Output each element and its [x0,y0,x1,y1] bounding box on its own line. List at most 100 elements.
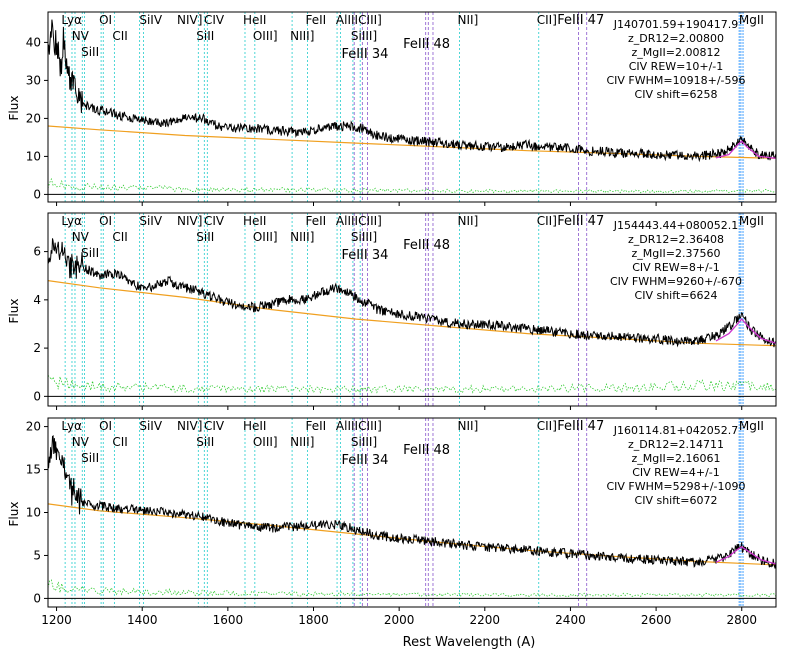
line-label: CII] [537,214,557,228]
line-label: CIII] [358,13,382,27]
annotation-line: CIV shift=6072 [635,494,718,507]
y-tick-label: 5 [33,548,41,562]
annotation-line: z_MgII=2.16061 [632,452,721,465]
line-label: HeII [243,419,266,433]
feiii-label: FeIII 34 [341,453,388,468]
line-label: NIII] [290,29,314,43]
line-label: OIII] [253,230,278,244]
line-label: SiIII] [351,29,377,43]
annotation-line: CIV REW=8+/-1 [632,261,720,274]
line-label: NII] [458,419,479,433]
y-tick-label: 30 [26,73,41,87]
y-tick-label: 0 [33,187,41,201]
line-label: CII [112,29,127,43]
y-tick-label: 2 [33,341,41,355]
y-axis-label-2: Flux [7,299,21,324]
line-label: CII [112,435,127,449]
panel-frame [47,212,777,407]
annotation-line: CIV shift=6624 [635,289,718,302]
x-tick-label: 1600 [213,613,244,627]
annotation-line: J140701.59+190417.9 [613,18,738,31]
error-spectrum [48,579,776,598]
y-tick-label: 6 [33,245,41,259]
y-tick-label: 15 [26,463,41,477]
y-tick-label: 20 [26,111,41,125]
mgii-fit [715,140,776,159]
annotation-line: z_MgII=2.37560 [632,247,721,260]
line-label: Lyα [61,419,82,433]
line-label: CII] [537,419,557,433]
mgii-fit [715,546,776,565]
line-label: CIV [204,214,225,228]
line-label: OI [99,13,112,27]
line-label: HeII [243,13,266,27]
line-label: SiII [196,435,214,449]
y-axis-label-3: Flux [7,502,21,527]
line-label: FeII [306,419,327,433]
annotation-line: CIV FWHM=10918+/-596 [606,74,745,87]
flux-spectrum [48,238,776,348]
y-tick-label: 20 [26,420,41,434]
feiii-label: FeIII 48 [403,37,450,52]
x-tick-label: 2000 [384,613,415,627]
line-label: NIV] [177,214,202,228]
line-label: NII] [458,214,479,228]
line-label: MgII [739,214,764,228]
line-label: NV [72,230,90,244]
line-label: CIV [204,13,225,27]
annotation-line: CIV FWHM=5298+/-1090 [606,480,745,493]
annotation-line: z_DR12=2.00800 [628,32,724,45]
x-tick-label: 2400 [555,613,586,627]
continuum-fit [48,125,776,159]
annotation-line: CIV REW=10+/-1 [629,60,724,73]
annotation-line: z_DR12=2.14711 [628,438,724,451]
y-tick-label: 10 [26,506,41,520]
x-axis-label: Rest Wavelength (A) [403,635,536,650]
line-label: NII] [458,13,479,27]
line-label: HeII [243,214,266,228]
plot-area [48,418,776,607]
panel-frame [47,11,777,203]
plot-area [48,213,776,406]
line-label: SiII [81,451,99,465]
line-label: NIII] [290,435,314,449]
annotation-line: CIV FWHM=9260+/-670 [610,275,742,288]
line-label: Lyα [61,13,82,27]
feiii-label: FeIII 34 [341,47,388,62]
line-label: SiII [81,45,99,59]
feiii-label: FeIII 47 [557,214,604,229]
line-label: NV [72,435,90,449]
line-label: CIII] [358,419,382,433]
line-label: NIII] [290,230,314,244]
line-label: Lyα [61,214,82,228]
line-label: NIV] [177,419,202,433]
line-label: MgII [739,13,764,27]
line-label: AlIII [336,419,358,433]
feiii-label: FeIII 47 [557,13,604,28]
line-label: SiII [81,246,99,260]
y-tick-label: 40 [26,35,41,49]
feiii-label: FeIII 48 [403,238,450,253]
line-label: SiII [196,29,214,43]
line-label: SiII [196,230,214,244]
line-label: AlIII [336,13,358,27]
error-spectrum [48,374,776,394]
flux-spectrum [48,19,776,163]
x-tick-label: 2600 [641,613,672,627]
y-tick-label: 10 [26,149,41,163]
annotation-line: J154443.44+080052.1 [613,219,738,232]
line-label: CIV [204,419,225,433]
line-label: SiIII] [351,435,377,449]
line-label: SiIII] [351,230,377,244]
annotation-line: J160114.81+042052.7 [613,424,738,437]
line-label: CII] [537,13,557,27]
line-label: MgII [739,419,764,433]
annotation-line: CIV REW=4+/-1 [632,466,720,479]
line-label: CIII] [358,214,382,228]
line-label: FeII [306,13,327,27]
line-label: OI [99,214,112,228]
line-label: FeII [306,214,327,228]
annotation-line: z_DR12=2.36408 [628,233,724,246]
